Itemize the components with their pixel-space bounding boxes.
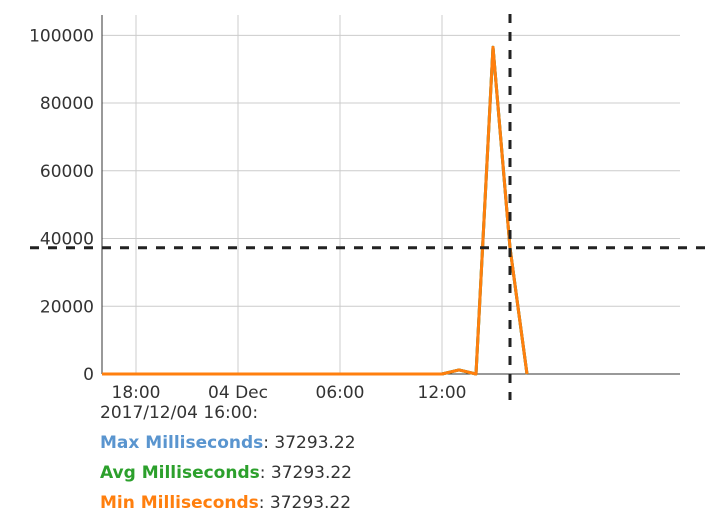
tooltip-row-min: Min Milliseconds: 37293.22 bbox=[100, 488, 356, 518]
crosshair bbox=[30, 14, 712, 400]
x-tick-label: 18:00 bbox=[112, 383, 161, 400]
tooltip-value-min: : 37293.22 bbox=[258, 493, 352, 513]
tooltip-label-max: Max Milliseconds bbox=[100, 433, 264, 453]
x-tick-label: 12:00 bbox=[418, 383, 467, 400]
y-gridlines bbox=[102, 34, 680, 307]
line-chart: 0 20000 40000 60000 80000 100000 18:00 04 Dec 0… bbox=[29, 14, 712, 400]
y-tick-label: 60000 bbox=[40, 162, 94, 182]
x-gridlines bbox=[135, 15, 443, 374]
y-tick-labels: 0 20000 40000 60000 80000 100000 bbox=[29, 26, 94, 385]
tooltip-value-max: : 37293.22 bbox=[263, 433, 356, 453]
y-tick-label: 20000 bbox=[40, 297, 94, 317]
tooltip-value-avg: : 37293.22 bbox=[259, 463, 352, 483]
tooltip-label-avg: Avg Milliseconds bbox=[100, 463, 260, 483]
y-tick-label: 0 bbox=[83, 365, 94, 385]
series-line-2 bbox=[102, 45, 529, 376]
y-tick-label: 80000 bbox=[40, 94, 94, 114]
tooltip-row-avg: Avg Milliseconds: 37293.22 bbox=[100, 458, 356, 488]
tooltip-timestamp: 2017/12/04 16:00: bbox=[100, 403, 259, 423]
x-tick-label: 06:00 bbox=[316, 383, 365, 400]
series-lines bbox=[102, 45, 529, 376]
tooltip-row-max: Max Milliseconds: 37293.22 bbox=[100, 428, 356, 458]
y-tick-label: 100000 bbox=[29, 26, 94, 46]
tooltip-label-min: Min Milliseconds bbox=[100, 493, 259, 513]
series-line-1 bbox=[102, 45, 529, 376]
x-tick-labels: 18:00 04 Dec 06:00 12:00 bbox=[112, 383, 467, 400]
x-tick-label: 04 Dec bbox=[208, 383, 268, 400]
y-tick-label: 40000 bbox=[40, 230, 94, 250]
hover-tooltip: 2017/12/04 16:00: Max Milliseconds: 3729… bbox=[100, 398, 356, 518]
series-line-0 bbox=[102, 45, 529, 376]
